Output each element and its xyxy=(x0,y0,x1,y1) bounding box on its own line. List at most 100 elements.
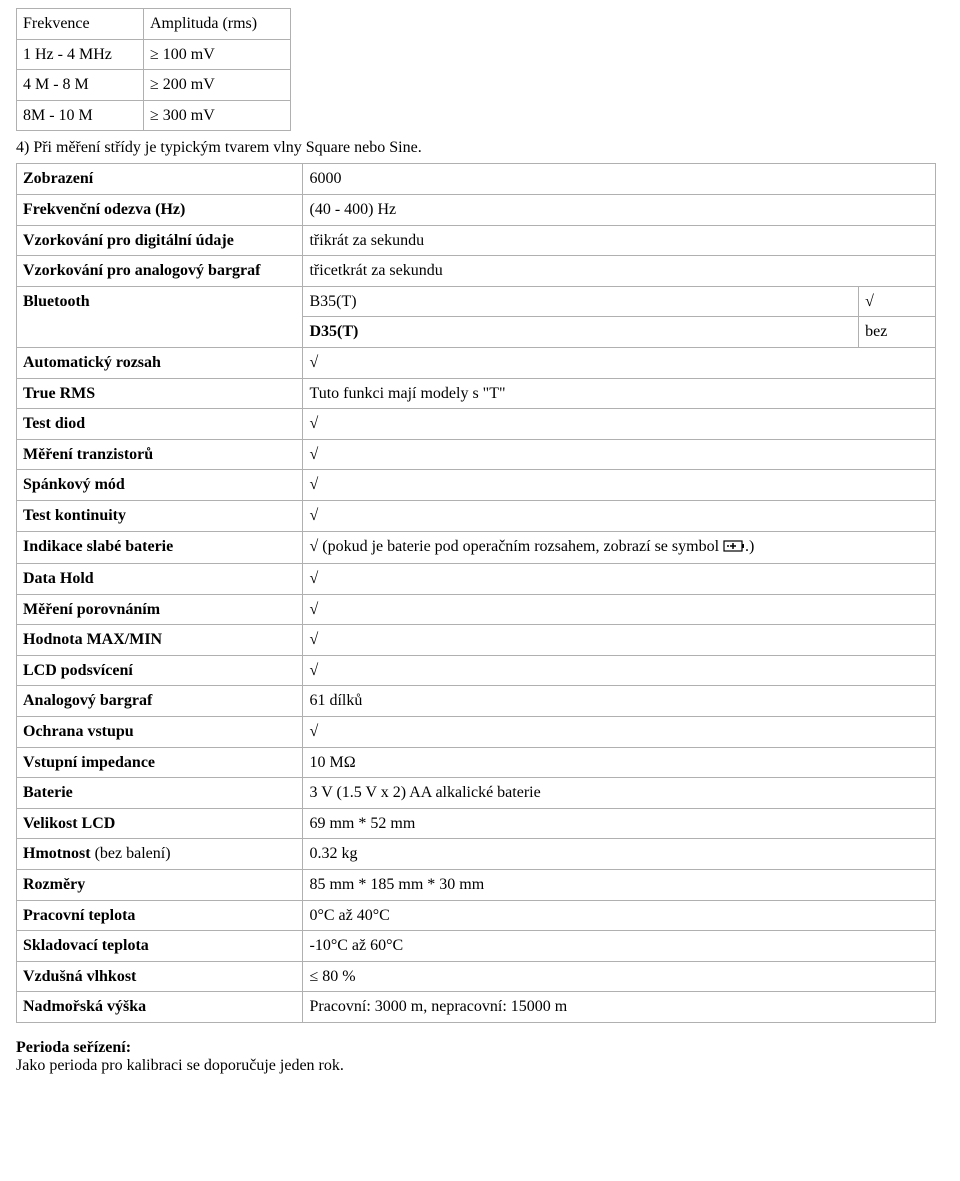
spec-label: Velikost LCD xyxy=(17,808,303,839)
spec-value: (40 - 400) Hz xyxy=(303,194,936,225)
spec-label: Zobrazení xyxy=(17,164,303,195)
table-row: Frekvenční odezva (Hz) (40 - 400) Hz xyxy=(17,194,936,225)
table-row: 4 M - 8 M ≥ 200 mV xyxy=(17,70,291,101)
hmotnost-rest: (bez balení) xyxy=(91,845,171,862)
table-row: Analogový bargraf 61 dílků xyxy=(17,686,936,717)
freq-cell: ≥ 200 mV xyxy=(144,70,291,101)
spec-label: Test kontinuity xyxy=(17,500,303,531)
note-4: 4) Při měření střídy je typickým tvarem … xyxy=(16,139,944,157)
spec-value: √ (pokud je baterie pod operačním rozsah… xyxy=(303,531,936,564)
spec-label: Bluetooth xyxy=(17,286,303,347)
spec-label: Vzorkování pro analogový bargraf xyxy=(17,256,303,287)
table-row: Data Hold √ xyxy=(17,564,936,595)
spec-value: √ xyxy=(303,470,936,501)
spec-table: Zobrazení 6000 Frekvenční odezva (Hz) (4… xyxy=(16,163,936,1023)
spec-label: True RMS xyxy=(17,378,303,409)
table-row: Hmotnost (bez balení) 0.32 kg xyxy=(17,839,936,870)
spec-value: √ xyxy=(303,594,936,625)
spec-value: 3 V (1.5 V x 2) AA alkalické baterie xyxy=(303,778,936,809)
spec-value: 85 mm * 185 mm * 30 mm xyxy=(303,870,936,901)
table-row: Rozměry 85 mm * 185 mm * 30 mm xyxy=(17,870,936,901)
spec-value: 10 MΩ xyxy=(303,747,936,778)
footer-heading: Perioda seřízení: xyxy=(16,1039,944,1057)
frequency-table: Frekvence Amplituda (rms) 1 Hz - 4 MHz ≥… xyxy=(16,8,291,131)
spec-value: -10°C až 60°C xyxy=(303,931,936,962)
table-row: Vzdušná vlhkost ≤ 80 % xyxy=(17,961,936,992)
table-row: Automatický rozsah √ xyxy=(17,347,936,378)
spec-value: √ xyxy=(303,564,936,595)
freq-cell: 4 M - 8 M xyxy=(17,70,144,101)
battery-text-suffix: .) xyxy=(745,538,754,555)
spec-value: Tuto funkci mají modely s "T" xyxy=(303,378,936,409)
spec-label: Měření tranzistorů xyxy=(17,439,303,470)
spec-label: Hmotnost (bez balení) xyxy=(17,839,303,870)
battery-text-prefix: √ (pokud je baterie pod operačním rozsah… xyxy=(309,538,723,555)
table-row: Baterie 3 V (1.5 V x 2) AA alkalické bat… xyxy=(17,778,936,809)
table-row: Spánkový mód √ xyxy=(17,470,936,501)
table-row: LCD podsvícení √ xyxy=(17,655,936,686)
spec-label: Ochrana vstupu xyxy=(17,717,303,748)
table-row: Měření tranzistorů √ xyxy=(17,439,936,470)
spec-label: Baterie xyxy=(17,778,303,809)
spec-label: Vzorkování pro digitální údaje xyxy=(17,225,303,256)
table-row: 1 Hz - 4 MHz ≥ 100 mV xyxy=(17,39,291,70)
spec-value: 0.32 kg xyxy=(303,839,936,870)
spec-label: Frekvenční odezva (Hz) xyxy=(17,194,303,225)
spec-value: D35(T) xyxy=(303,317,859,348)
hmotnost-bold: Hmotnost xyxy=(23,845,91,862)
spec-label: Rozměry xyxy=(17,870,303,901)
spec-value: 6000 xyxy=(303,164,936,195)
table-row: Frekvence Amplituda (rms) xyxy=(17,9,291,40)
table-row: Zobrazení 6000 xyxy=(17,164,936,195)
table-row: Velikost LCD 69 mm * 52 mm xyxy=(17,808,936,839)
spec-value: √ xyxy=(303,439,936,470)
spec-label: Vstupní impedance xyxy=(17,747,303,778)
spec-label: Nadmořská výška xyxy=(17,992,303,1023)
spec-label: Spánkový mód xyxy=(17,470,303,501)
table-row: Vstupní impedance 10 MΩ xyxy=(17,747,936,778)
table-row: Nadmořská výška Pracovní: 3000 m, neprac… xyxy=(17,992,936,1023)
freq-header-col1: Frekvence xyxy=(17,9,144,40)
spec-value: √ xyxy=(303,655,936,686)
table-row: Test diod √ xyxy=(17,409,936,440)
table-row: True RMS Tuto funkci mají modely s "T" xyxy=(17,378,936,409)
freq-cell: 8M - 10 M xyxy=(17,100,144,131)
spec-value: ≤ 80 % xyxy=(303,961,936,992)
table-row: Bluetooth B35(T) √ xyxy=(17,286,936,317)
spec-label: Pracovní teplota xyxy=(17,900,303,931)
spec-value: 0°C až 40°C xyxy=(303,900,936,931)
spec-value: 61 dílků xyxy=(303,686,936,717)
spec-value: √ xyxy=(303,500,936,531)
spec-label: Data Hold xyxy=(17,564,303,595)
spec-value: √ xyxy=(303,347,936,378)
spec-value: √ xyxy=(859,286,936,317)
table-row: Měření porovnáním √ xyxy=(17,594,936,625)
spec-value: B35(T) xyxy=(303,286,859,317)
freq-cell: 1 Hz - 4 MHz xyxy=(17,39,144,70)
spec-value: √ xyxy=(303,717,936,748)
spec-label: Hodnota MAX/MIN xyxy=(17,625,303,656)
table-row: Vzorkování pro digitální údaje třikrát z… xyxy=(17,225,936,256)
table-row: 8M - 10 M ≥ 300 mV xyxy=(17,100,291,131)
spec-label: Indikace slabé baterie xyxy=(17,531,303,564)
spec-value: třikrát za sekundu xyxy=(303,225,936,256)
spec-value: bez xyxy=(859,317,936,348)
low-battery-icon xyxy=(723,538,745,560)
spec-label: Skladovací teplota xyxy=(17,931,303,962)
freq-cell: ≥ 300 mV xyxy=(144,100,291,131)
table-row: Skladovací teplota -10°C až 60°C xyxy=(17,931,936,962)
footer-text: Jako perioda pro kalibraci se doporučuje… xyxy=(16,1057,944,1075)
spec-value: √ xyxy=(303,409,936,440)
spec-value: Pracovní: 3000 m, nepracovní: 15000 m xyxy=(303,992,936,1023)
spec-label: Automatický rozsah xyxy=(17,347,303,378)
table-row: Ochrana vstupu √ xyxy=(17,717,936,748)
spec-label: Vzdušná vlhkost xyxy=(17,961,303,992)
table-row: Indikace slabé baterie √ (pokud je bater… xyxy=(17,531,936,564)
table-row: Test kontinuity √ xyxy=(17,500,936,531)
spec-label: Měření porovnáním xyxy=(17,594,303,625)
table-row: Hodnota MAX/MIN √ xyxy=(17,625,936,656)
freq-cell: ≥ 100 mV xyxy=(144,39,291,70)
spec-value: √ xyxy=(303,625,936,656)
spec-value: 69 mm * 52 mm xyxy=(303,808,936,839)
spec-label: Analogový bargraf xyxy=(17,686,303,717)
